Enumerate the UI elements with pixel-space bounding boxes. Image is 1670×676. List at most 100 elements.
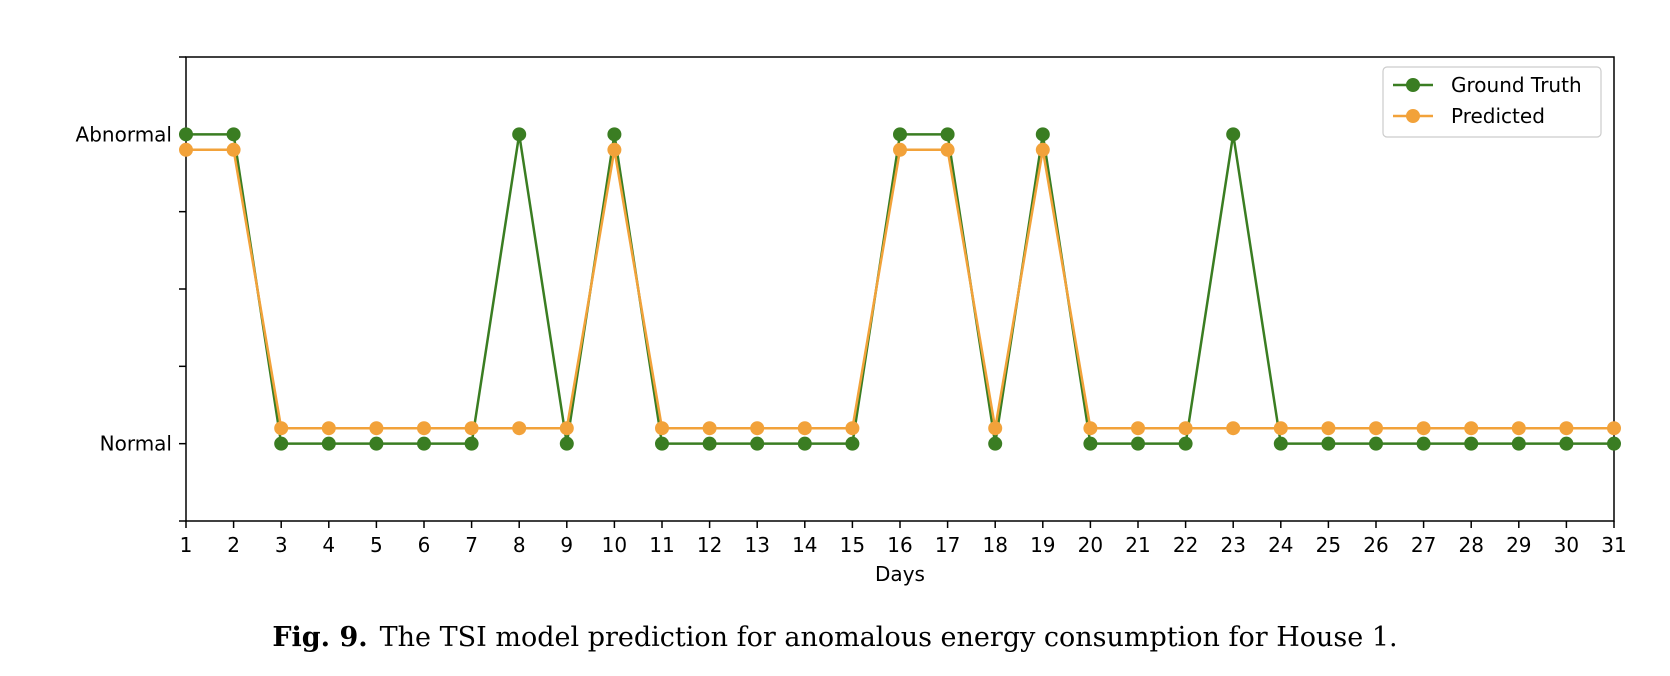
y-axis: Abnormal Normal <box>76 56 186 522</box>
data-point-predicted <box>845 421 860 436</box>
data-point-ground-truth <box>369 436 384 451</box>
x-tick-label: 30 <box>1554 533 1579 557</box>
x-tick-label: 3 <box>275 533 288 557</box>
figure-caption: Fig. 9. The TSI model prediction for anom… <box>0 622 1670 653</box>
data-point-predicted <box>464 421 479 436</box>
x-tick-label: 9 <box>560 533 573 557</box>
data-point-ground-truth <box>1464 436 1479 451</box>
data-point-predicted <box>369 421 384 436</box>
data-point-ground-truth <box>702 436 717 451</box>
data-point-ground-truth <box>512 127 527 142</box>
x-tick-label: 7 <box>465 533 478 557</box>
series-ground-truth <box>179 127 1621 451</box>
data-point-predicted <box>1321 421 1336 436</box>
data-point-ground-truth <box>797 436 812 451</box>
x-tick-label: 16 <box>887 533 912 557</box>
legend-label-ground-truth: Ground Truth <box>1451 73 1582 97</box>
legend-marker-predicted <box>1406 109 1420 123</box>
data-point-ground-truth <box>417 436 431 451</box>
data-point-ground-truth <box>274 436 289 451</box>
data-point-predicted <box>893 142 907 157</box>
data-point-predicted <box>1464 421 1479 436</box>
data-point-ground-truth <box>1226 127 1241 142</box>
series-line-predicted <box>186 148 1614 430</box>
x-tick-label: 6 <box>418 533 431 557</box>
data-point-predicted <box>417 421 431 436</box>
y-tick-label: Abnormal <box>76 122 172 146</box>
x-tick-label: 10 <box>602 533 627 557</box>
x-tick-label: 19 <box>1030 533 1055 557</box>
x-tick-label: 13 <box>744 533 769 557</box>
x-tick-label: 27 <box>1411 533 1436 557</box>
legend-label-predicted: Predicted <box>1451 104 1545 128</box>
data-point-predicted <box>1607 421 1621 436</box>
x-tick-label: 8 <box>513 533 526 557</box>
x-tick-label: 17 <box>935 533 960 557</box>
caption-text: The TSI model prediction for anomalous e… <box>379 622 1398 653</box>
x-tick-label: 4 <box>322 533 335 557</box>
series-predicted <box>179 142 1621 436</box>
data-point-predicted <box>1369 421 1383 436</box>
data-point-predicted <box>179 142 193 157</box>
data-point-predicted <box>607 142 622 157</box>
x-tick-label: 28 <box>1458 533 1483 557</box>
x-tick-label: 20 <box>1078 533 1103 557</box>
data-point-ground-truth <box>1321 436 1336 451</box>
data-point-predicted <box>655 421 669 436</box>
data-point-ground-truth <box>655 436 669 451</box>
data-point-ground-truth <box>179 127 193 142</box>
data-point-predicted <box>1559 421 1574 436</box>
data-point-ground-truth <box>845 436 860 451</box>
data-point-predicted <box>1511 421 1526 436</box>
x-tick-label: 26 <box>1363 533 1388 557</box>
y-tick-label: Normal <box>100 432 172 456</box>
x-axis-title: Days <box>875 562 925 586</box>
x-tick-label: 1 <box>180 533 193 557</box>
data-point-ground-truth <box>1369 436 1383 451</box>
x-tick-label: 25 <box>1316 533 1341 557</box>
data-point-ground-truth <box>1273 436 1288 451</box>
data-point-predicted <box>321 421 336 436</box>
x-tick-label: 2 <box>227 533 240 557</box>
data-point-predicted <box>1226 421 1241 436</box>
series-layer <box>179 127 1621 451</box>
data-point-predicted <box>274 421 289 436</box>
data-point-ground-truth <box>988 436 1003 451</box>
legend-marker-ground-truth <box>1406 78 1420 92</box>
data-point-ground-truth <box>1559 436 1574 451</box>
x-axis: 1 2 3 4 5 6 7 8 9 10 11 12 13 14 15 16 17 18 19 20 21 22 23 24 2… <box>180 521 1627 557</box>
data-point-ground-truth <box>1083 436 1098 451</box>
data-point-ground-truth <box>1178 436 1193 451</box>
x-tick-label: 14 <box>792 533 817 557</box>
data-point-ground-truth <box>940 127 955 142</box>
x-tick-label: 18 <box>982 533 1007 557</box>
x-tick-label: 29 <box>1506 533 1531 557</box>
x-tick-label: 31 <box>1601 533 1626 557</box>
x-tick-label: 5 <box>370 533 383 557</box>
data-point-predicted <box>940 142 955 157</box>
data-point-predicted <box>702 421 717 436</box>
data-point-predicted <box>226 142 241 157</box>
data-point-predicted <box>559 421 574 436</box>
data-point-predicted <box>750 421 765 436</box>
data-point-ground-truth <box>893 127 907 142</box>
data-point-ground-truth <box>321 436 336 451</box>
data-point-ground-truth <box>1511 436 1526 451</box>
data-point-ground-truth <box>226 127 241 142</box>
data-point-predicted <box>988 421 1003 436</box>
data-point-predicted <box>1273 421 1288 436</box>
data-point-ground-truth <box>1035 127 1050 142</box>
x-tick-label: 12 <box>697 533 722 557</box>
data-point-predicted <box>512 421 527 436</box>
data-point-ground-truth <box>1607 436 1621 451</box>
data-point-ground-truth <box>607 127 622 142</box>
series-line-ground-truth <box>186 133 1614 445</box>
data-point-predicted <box>1083 421 1098 436</box>
x-tick-label: 23 <box>1220 533 1245 557</box>
data-point-predicted <box>1416 421 1431 436</box>
data-point-predicted <box>1035 142 1050 157</box>
data-point-ground-truth <box>1131 436 1145 451</box>
data-point-ground-truth <box>750 436 765 451</box>
data-point-predicted <box>797 421 812 436</box>
